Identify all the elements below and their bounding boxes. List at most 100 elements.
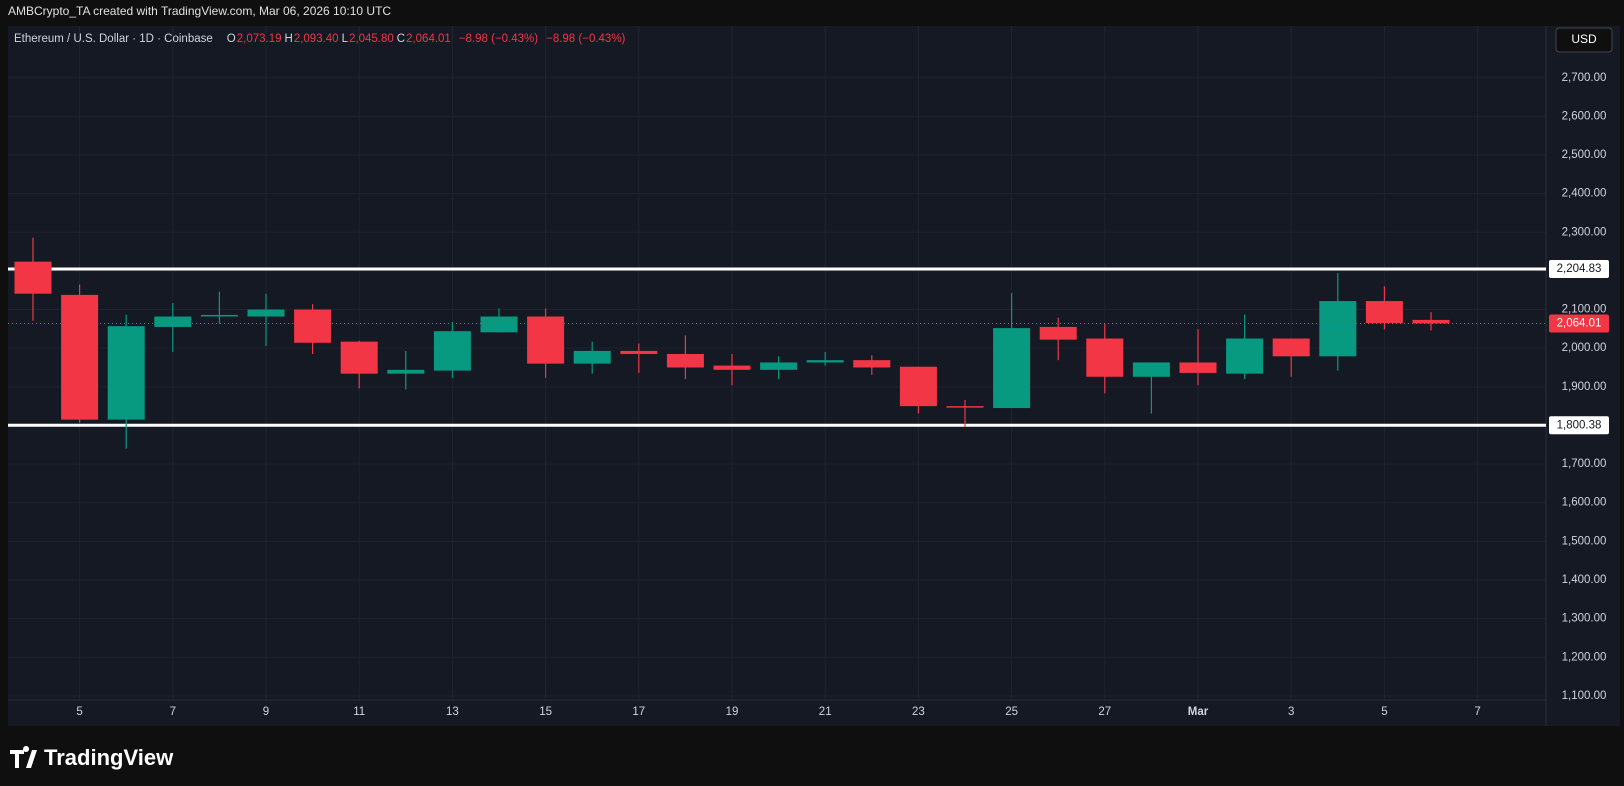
x-tick-label: 7 (1474, 706, 1480, 718)
candle (1086, 323, 1124, 394)
candle (480, 308, 518, 333)
candle (527, 308, 565, 378)
candle (200, 291, 238, 324)
level-label: 1,800.38 (1557, 419, 1602, 431)
candle (1226, 314, 1264, 380)
candle (154, 302, 192, 353)
candle-body (107, 326, 145, 420)
candle (1412, 312, 1450, 331)
last-price-box (1549, 314, 1609, 333)
candle (340, 340, 378, 389)
candle (1132, 362, 1170, 414)
candle (247, 293, 285, 346)
candle-body (340, 341, 378, 374)
x-tick-label: 25 (1005, 706, 1018, 718)
x-tick-label: 19 (726, 706, 739, 718)
last-price-label: 2,064.01 (1557, 317, 1602, 329)
candle-body (1272, 338, 1310, 357)
y-tick-label: 2,500.00 (1562, 149, 1607, 161)
header-c: 2,064.01 (406, 33, 451, 45)
candle-body (14, 261, 52, 294)
candle (1272, 338, 1310, 377)
header-l-key: L (342, 33, 349, 45)
candle-body (666, 353, 704, 368)
candle-body (993, 328, 1031, 409)
currency-button[interactable] (1555, 27, 1613, 53)
candle (1039, 317, 1077, 361)
candle (666, 335, 704, 380)
x-tick-label: 17 (632, 706, 645, 718)
candle (14, 237, 52, 321)
candle-body (387, 369, 425, 374)
header-change: −8.98 (−0.43%) (459, 33, 538, 45)
y-tick-label: 2,600.00 (1562, 110, 1607, 122)
candle (387, 350, 425, 390)
header-o: 2,073.19 (237, 33, 282, 45)
header-o-key: O (227, 33, 236, 45)
candle (1179, 329, 1217, 386)
candle-body (760, 362, 798, 370)
candle-body (1086, 338, 1124, 377)
candle-body (433, 331, 471, 371)
candle-body (294, 309, 332, 343)
candle-body (806, 360, 844, 363)
plot-background (8, 26, 1620, 726)
candle (107, 314, 145, 449)
y-tick-label: 1,200.00 (1562, 651, 1607, 663)
level-label-box (1549, 260, 1609, 279)
y-tick-label: 1,300.00 (1562, 613, 1607, 625)
candle-body (573, 350, 611, 364)
x-tick-label: 15 (539, 706, 552, 718)
candle (946, 399, 984, 427)
candle-body (1226, 338, 1264, 374)
header-h: 2,093.40 (294, 33, 339, 45)
candle-body (480, 316, 518, 333)
x-tick-label: 23 (912, 706, 925, 718)
candle-body (853, 360, 891, 368)
candle-body (1319, 301, 1357, 357)
y-tick-label: 2,000.00 (1562, 342, 1607, 354)
candle (61, 284, 99, 423)
candle (993, 292, 1031, 409)
y-tick-label: 1,500.00 (1562, 535, 1607, 547)
x-tick-label: 11 (353, 706, 365, 718)
candle-body (247, 309, 285, 317)
candle (760, 356, 798, 380)
header-symbol: Ethereum / U.S. Dollar · 1D · Coinbase (14, 33, 213, 45)
header-h-key: H (285, 33, 293, 45)
candle (806, 352, 844, 366)
candle-body (1365, 301, 1403, 324)
candle-body (1039, 326, 1077, 340)
candle (433, 321, 471, 378)
candle (713, 353, 751, 386)
x-tick-label: 7 (170, 706, 176, 718)
header-c-key: C (397, 33, 405, 45)
x-tick-label: 9 (263, 706, 269, 718)
candle-body (154, 316, 192, 327)
x-tick-label: 5 (76, 706, 82, 718)
candle-body (1179, 362, 1217, 373)
y-tick-label: 1,400.00 (1562, 574, 1607, 586)
candle (1365, 286, 1403, 330)
x-tick-label: 13 (446, 706, 459, 718)
y-tick-label: 1,600.00 (1562, 497, 1607, 509)
y-tick-label: 1,900.00 (1562, 381, 1607, 393)
candle (573, 341, 611, 374)
logo-text: TradingView (44, 745, 174, 770)
logo-icon (10, 746, 37, 768)
level-label: 2,204.83 (1557, 263, 1602, 275)
candle-body (713, 365, 751, 370)
candle (294, 304, 332, 354)
x-tick-label: 5 (1381, 706, 1387, 718)
header-change: −8.98 (−0.43%) (546, 33, 625, 45)
y-tick-label: 2,400.00 (1562, 188, 1607, 200)
candle-body (61, 294, 99, 420)
candle-body (1132, 362, 1170, 377)
x-tick-label: 27 (1098, 706, 1111, 718)
x-tick-label: 21 (819, 706, 832, 718)
candle-body (946, 406, 984, 408)
candle-body (620, 350, 658, 354)
candle (1319, 273, 1357, 371)
candle-body (899, 366, 937, 407)
